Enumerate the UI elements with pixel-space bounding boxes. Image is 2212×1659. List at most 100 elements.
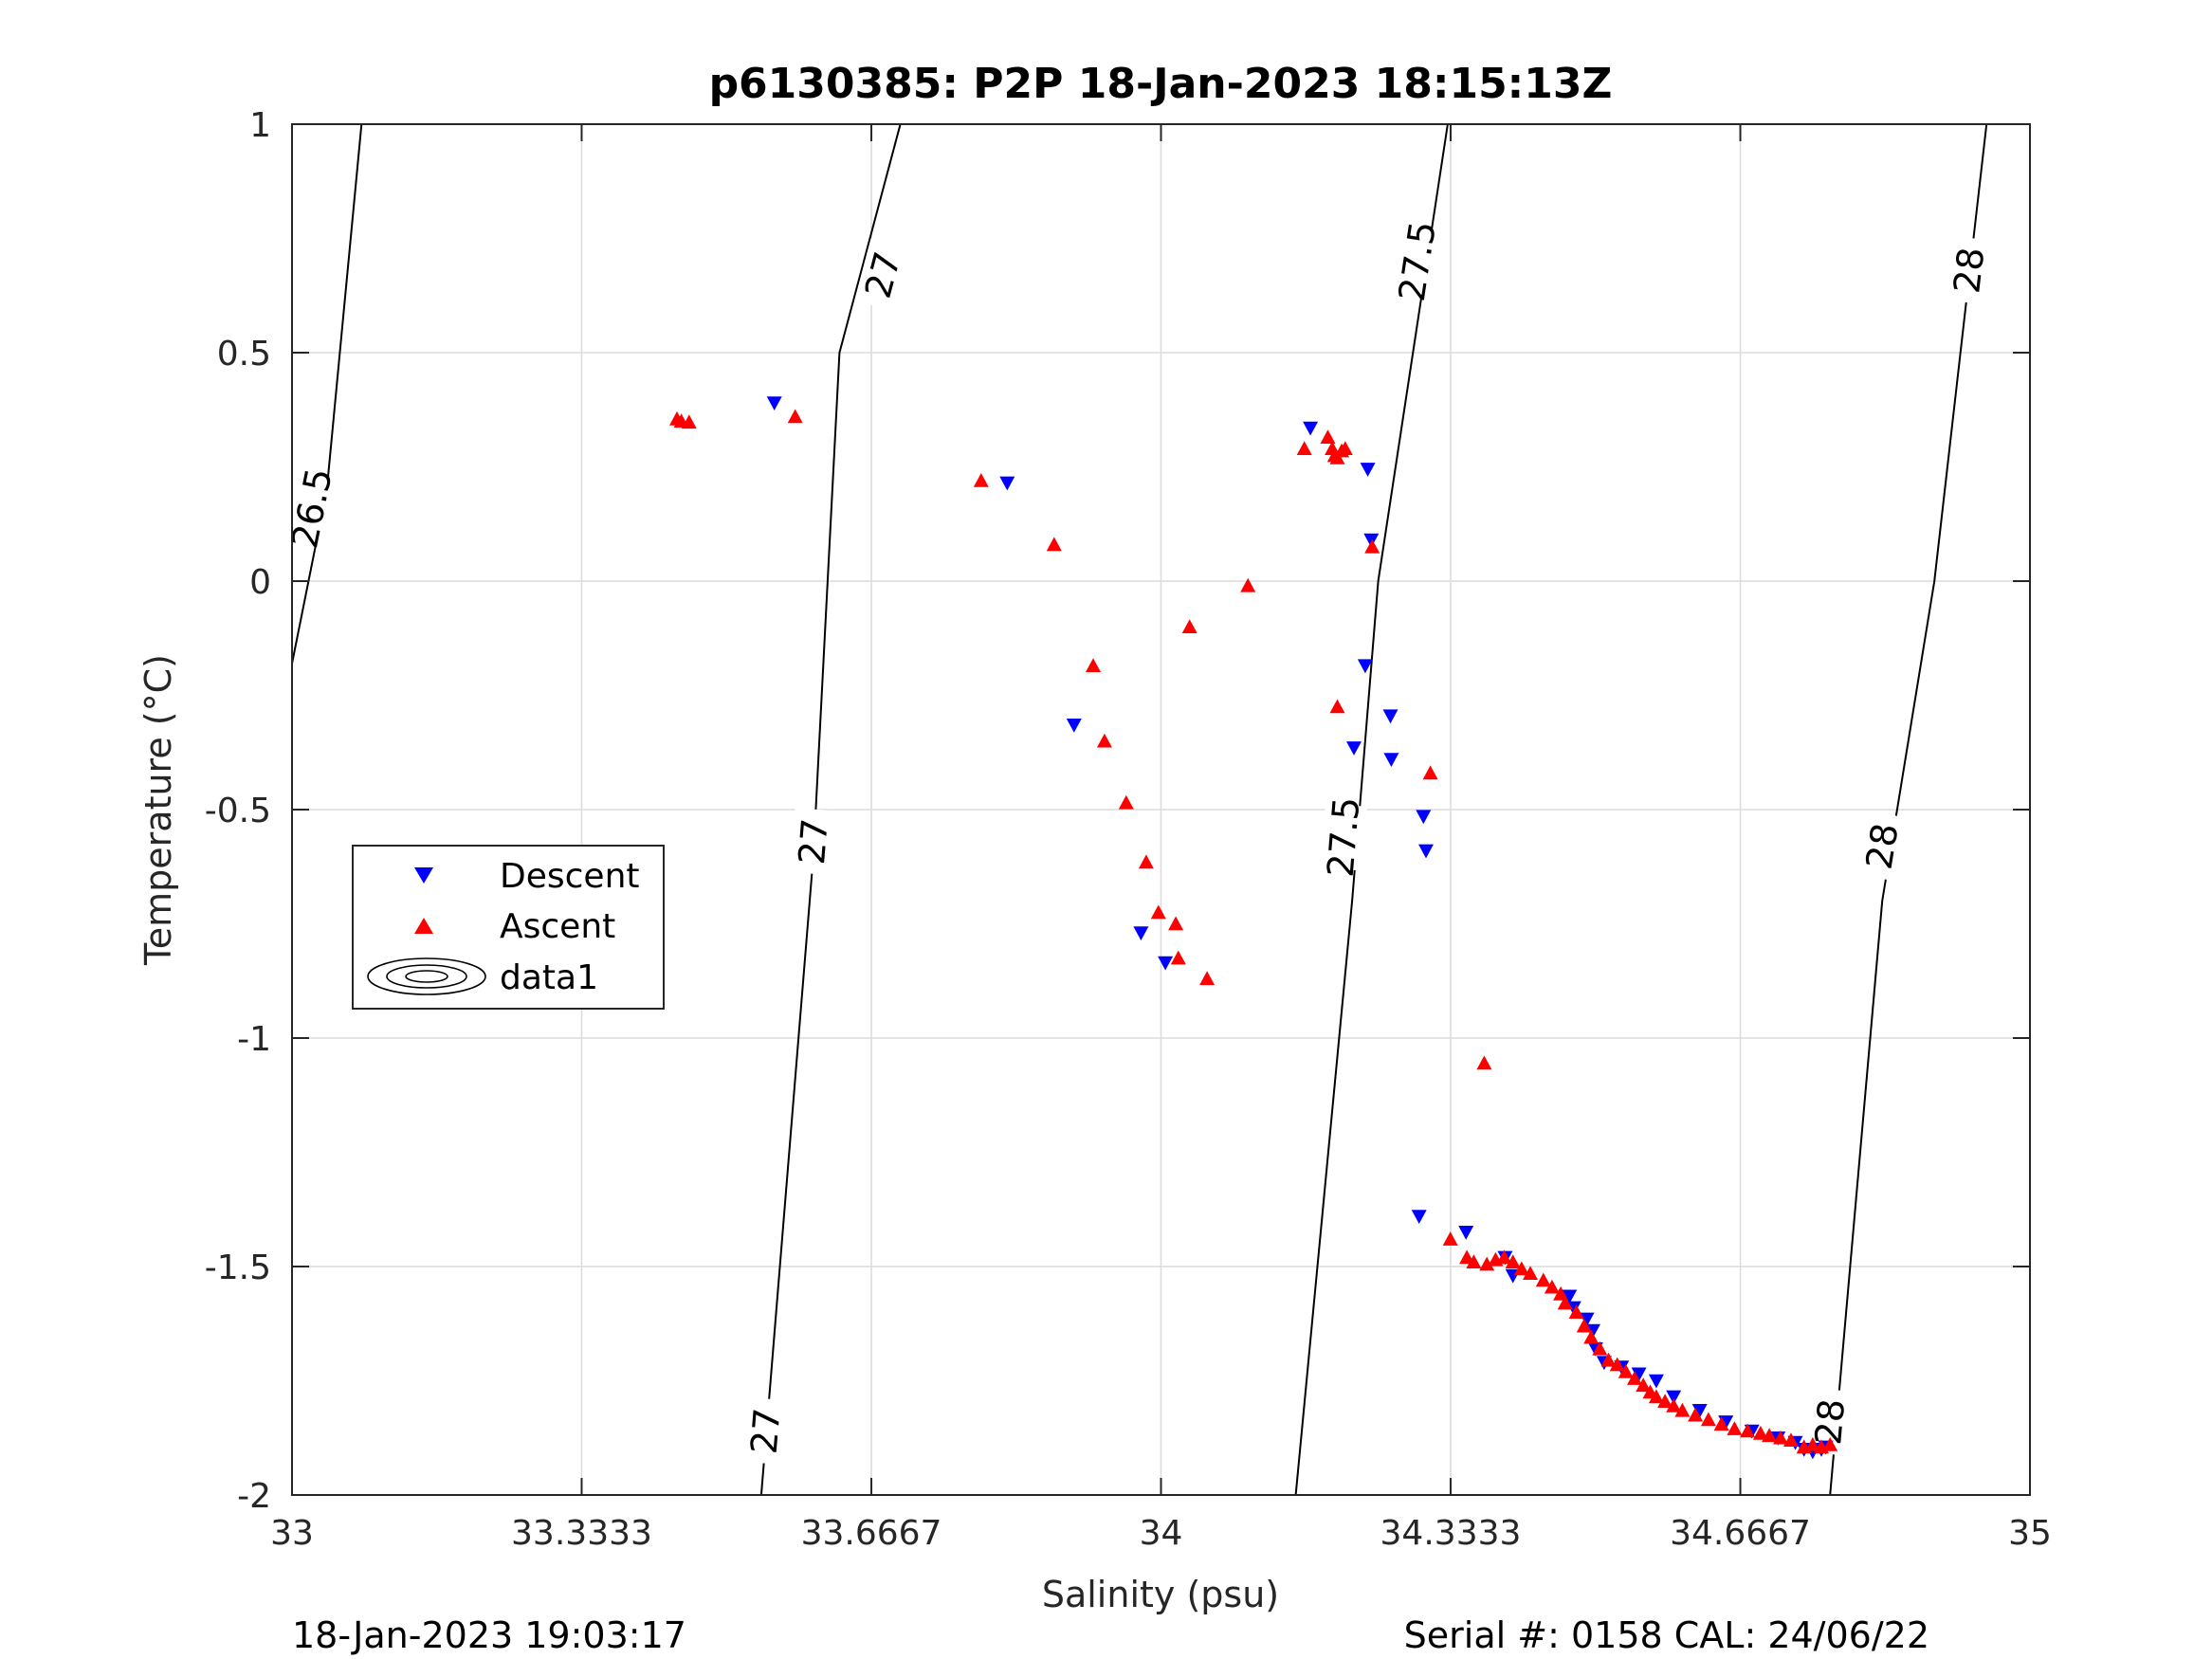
ascent-point <box>1138 854 1154 869</box>
y-tick-label: -1 <box>237 1020 271 1059</box>
ascent-point <box>1773 1430 1788 1445</box>
descent-point <box>1418 844 1434 859</box>
y-tick-label: 1 <box>249 106 271 145</box>
legend: Descent Ascent data1 <box>352 845 665 1010</box>
ascent-point <box>1648 1389 1664 1404</box>
ascent-point <box>1170 950 1186 965</box>
grid <box>292 124 2030 1495</box>
x-tick-label: 33 <box>270 1514 314 1553</box>
ascent-point <box>1752 1425 1768 1440</box>
descent-point <box>1382 709 1398 724</box>
descent-point <box>1458 1226 1474 1240</box>
ascent-point <box>1583 1329 1600 1344</box>
ascent-point <box>1609 1357 1625 1372</box>
ascent-point <box>1544 1279 1560 1294</box>
y-tick-label: 0.5 <box>217 335 271 374</box>
ascent-point <box>1046 537 1062 552</box>
ascent-point <box>1592 1340 1608 1356</box>
ascent-point <box>1783 1432 1799 1447</box>
ascent-point <box>1804 1437 1820 1451</box>
ascent-point <box>1657 1394 1673 1408</box>
ascent-point <box>1600 1352 1617 1367</box>
legend-marker-ascent <box>414 918 433 934</box>
descent-point <box>1666 1390 1682 1405</box>
ascent-point <box>1523 1266 1538 1280</box>
ascent-point <box>1713 1416 1729 1431</box>
ascent-point <box>1296 441 1312 455</box>
ascent-point <box>1337 441 1353 455</box>
contour-label-bg <box>1806 1388 1855 1456</box>
legend-label-ascent: Ascent <box>500 907 615 946</box>
ascent-point <box>1618 1363 1634 1378</box>
descent-point <box>1691 1404 1708 1418</box>
contour-label: 27 <box>791 817 836 866</box>
contour-label-bg <box>790 808 837 876</box>
descent-point <box>1631 1367 1647 1382</box>
ascent-point <box>1762 1428 1778 1443</box>
contour-label: 27 <box>743 1407 789 1456</box>
ascent-point <box>1364 538 1380 554</box>
legend-box <box>352 845 665 1010</box>
ascent-point <box>1727 1421 1743 1435</box>
ascent-point <box>1535 1272 1551 1287</box>
ascent-point <box>1557 1295 1573 1310</box>
x-tick-label: 34 <box>1140 1514 1183 1553</box>
axis-ticks: 33 33.3333 33.6667 34 34.3333 34.6667 35 1 0.5 0 -… <box>205 106 2052 1553</box>
ascent-point <box>787 409 803 424</box>
ascent-point <box>1118 794 1134 810</box>
ascent-point <box>1422 765 1438 780</box>
contour-label-bg <box>1945 235 1994 305</box>
descent-point <box>1648 1374 1664 1389</box>
x-tick-label: 34.3333 <box>1380 1514 1522 1553</box>
ascent-point <box>1181 619 1197 633</box>
contour-line-27-5 <box>1294 123 1449 1496</box>
y-axis-label: Temperature (°C) <box>137 654 179 966</box>
contour-line-28 <box>1829 123 1988 1496</box>
ascent-point <box>1150 904 1166 920</box>
descent-point <box>1303 421 1319 436</box>
ascent-point <box>1636 1377 1652 1393</box>
chart-title: p6130385: P2P 18-Jan-2023 18:15:13Z <box>709 60 1613 108</box>
ascent-point <box>681 414 697 429</box>
descent-point <box>1411 1210 1427 1224</box>
descent-point <box>1133 926 1149 941</box>
ascent-point <box>1476 1055 1492 1070</box>
descent-point <box>1360 463 1376 477</box>
data-points <box>669 396 1838 1460</box>
descent-point <box>999 476 1015 491</box>
legend-label-descent: Descent <box>500 857 640 896</box>
descent-point <box>1357 659 1373 674</box>
legend-marker-descent <box>414 867 433 884</box>
contour-label: 28 <box>1946 246 1992 296</box>
contour-label-bg <box>741 1396 790 1466</box>
contour-line-27 <box>759 123 902 1496</box>
y-tick-label: 0 <box>249 563 271 602</box>
x-tick-label: 35 <box>2008 1514 2052 1553</box>
descent-point <box>1562 1289 1578 1304</box>
contour-label-bg <box>284 472 339 544</box>
descent-point <box>1346 741 1362 756</box>
ascent-point <box>1568 1304 1584 1319</box>
ascent-point <box>1627 1371 1642 1385</box>
ascent-point <box>1240 577 1256 592</box>
ascent-point <box>1496 1249 1512 1265</box>
descent-point <box>1383 753 1399 767</box>
ascent-point <box>1442 1231 1458 1246</box>
y-tick-label: -0.5 <box>205 792 271 830</box>
ascent-point <box>1674 1402 1691 1417</box>
ascent-point <box>1822 1437 1838 1451</box>
descent-point <box>1158 956 1174 971</box>
footer-timestamp: 18-Jan-2023 19:03:17 <box>292 1614 686 1656</box>
footer-serial-cal: Serial #: 0158 CAL: 24/06/22 <box>1404 1614 1929 1656</box>
descent-point <box>766 396 782 410</box>
ascent-point <box>1320 429 1336 444</box>
contour-label-bg <box>854 238 912 312</box>
ascent-point <box>1513 1261 1529 1276</box>
contour-label: 27.5 <box>1320 795 1368 879</box>
descent-point <box>1579 1312 1595 1327</box>
contour-label-bg <box>1320 803 1367 871</box>
x-axis-label: Salinity (psu) <box>1042 1574 1279 1615</box>
descent-point <box>1416 810 1432 825</box>
